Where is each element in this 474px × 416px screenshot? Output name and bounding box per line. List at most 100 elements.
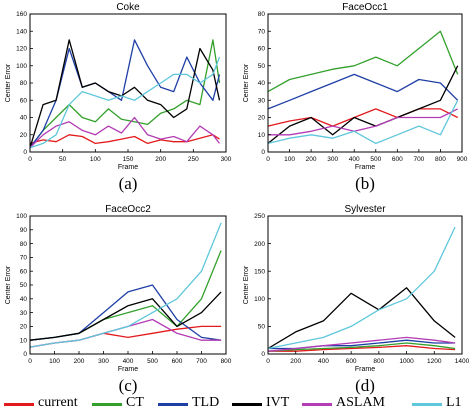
- y-tick-label: 40: [258, 80, 266, 87]
- series-line-l1: [267, 100, 459, 145]
- y-tick-label: 90: [20, 227, 28, 234]
- y-tick-label: 70: [258, 28, 266, 35]
- series-line-tld: [29, 284, 222, 341]
- x-tick-label: 200: [290, 358, 301, 365]
- legend-label: ASLAM: [336, 395, 386, 410]
- panel-label: (a): [119, 174, 138, 193]
- y-tick-label: 100: [254, 296, 265, 303]
- legend-label: IVT: [266, 395, 290, 410]
- chart-title: Sylvester: [344, 204, 386, 215]
- y-tick-label: 0: [23, 149, 27, 156]
- y-tick-label: 30: [20, 310, 28, 317]
- x-tick-label: 800: [435, 156, 446, 163]
- y-tick-label: 0: [23, 351, 27, 358]
- y-tick-label: 20: [258, 115, 266, 122]
- panel-label: (c): [119, 376, 138, 395]
- y-tick-label: 50: [258, 63, 266, 70]
- x-tick-label: 400: [318, 358, 329, 365]
- x-tick-label: 1000: [399, 358, 414, 365]
- chart-title: Coke: [116, 2, 140, 13]
- x-tick-label: 0: [28, 156, 32, 163]
- series-line-tld: [29, 39, 221, 149]
- y-tick-label: 50: [258, 324, 266, 331]
- x-tick-label: 0: [266, 358, 270, 365]
- series-line-ivt: [29, 291, 222, 341]
- panel-label: (d): [355, 376, 375, 395]
- y-axis-label: Center Error: [5, 265, 12, 304]
- x-tick-label: 1200: [427, 358, 442, 365]
- x-tick-label: 600: [346, 358, 357, 365]
- series-line-current: [29, 134, 220, 145]
- legend-swatch: [232, 403, 262, 406]
- y-tick-label: 140: [16, 28, 27, 35]
- x-tick-label: 900: [457, 156, 468, 163]
- x-tick-label: 600: [172, 358, 183, 365]
- x-tick-label: 800: [373, 358, 384, 365]
- x-tick-label: 400: [349, 156, 360, 163]
- y-tick-label: 80: [20, 80, 28, 87]
- x-tick-label: 200: [155, 156, 166, 163]
- series-line-aslam: [29, 116, 221, 149]
- series-line-l1: [29, 222, 222, 348]
- y-tick-label: 40: [20, 296, 28, 303]
- x-tick-label: 700: [413, 156, 424, 163]
- y-tick-label: 160: [16, 11, 27, 18]
- legend-label: CT: [126, 395, 144, 410]
- legend-swatch: [302, 403, 332, 406]
- x-axis-label: Frame: [355, 366, 375, 373]
- legend-swatch: [92, 403, 122, 406]
- legend: current CT TLD IVT ASLAM L1: [0, 394, 474, 414]
- x-tick-label: 700: [196, 358, 207, 365]
- panel-label: (b): [355, 174, 375, 193]
- y-tick-label: 50: [20, 282, 28, 289]
- y-axis-label: Center Error: [243, 63, 250, 102]
- x-tick-label: 300: [98, 358, 109, 365]
- series-line-current: [267, 108, 458, 127]
- series-line-current: [268, 345, 456, 352]
- x-tick-label: 0: [28, 358, 32, 365]
- legend-swatch: [4, 403, 34, 406]
- y-tick-label: 60: [20, 268, 28, 275]
- legend-label: current: [38, 395, 78, 410]
- series-line-ivt: [29, 39, 221, 148]
- series-line-ivt: [267, 65, 459, 144]
- plot-frame: [267, 215, 463, 355]
- chart-title: FaceOcc2: [105, 204, 151, 215]
- legend-label: L1: [446, 395, 462, 410]
- x-tick-label: 50: [59, 156, 67, 163]
- legend-swatch: [158, 403, 188, 406]
- x-tick-label: 1400: [455, 358, 470, 365]
- x-tick-label: 500: [147, 358, 158, 365]
- y-tick-label: 10: [258, 132, 266, 139]
- y-axis-label: Center Error: [5, 63, 12, 102]
- x-tick-label: 250: [188, 156, 199, 163]
- x-tick-label: 100: [90, 156, 101, 163]
- x-tick-label: 150: [123, 156, 134, 163]
- x-tick-label: 200: [74, 358, 85, 365]
- legend-swatch: [412, 403, 442, 406]
- chart-title: FaceOcc1: [342, 2, 388, 13]
- chart-panel-3: 0 100 200 300 400 500 600 700 800 0 10 20 30 40 50 60 70…: [5, 204, 232, 395]
- y-tick-label: 10: [20, 337, 28, 344]
- y-tick-label: 20: [20, 324, 28, 331]
- x-tick-label: 400: [123, 358, 134, 365]
- y-tick-label: 150: [254, 268, 265, 275]
- y-axis-label: Center Error: [243, 265, 250, 304]
- series-line-l1: [267, 226, 456, 350]
- series-line-ct: [267, 30, 459, 93]
- x-tick-label: 500: [370, 156, 381, 163]
- series-line-aslam: [268, 108, 458, 136]
- y-tick-label: 60: [20, 97, 28, 104]
- y-tick-label: 60: [258, 46, 266, 53]
- x-tick-label: 800: [221, 358, 232, 365]
- y-tick-label: 80: [258, 11, 266, 18]
- x-tick-label: 100: [49, 358, 60, 365]
- x-axis-label: Frame: [355, 164, 375, 171]
- series-line-l1: [29, 56, 221, 149]
- x-axis-label: Frame: [118, 164, 138, 171]
- series-line-ivt: [267, 287, 456, 350]
- chart-panel-2: 0 100 200 300 400 500 600 700 800 900 0 10 20 30 40 50 6…: [243, 2, 468, 193]
- x-axis-label: Frame: [118, 366, 138, 373]
- y-tick-label: 200: [254, 241, 265, 248]
